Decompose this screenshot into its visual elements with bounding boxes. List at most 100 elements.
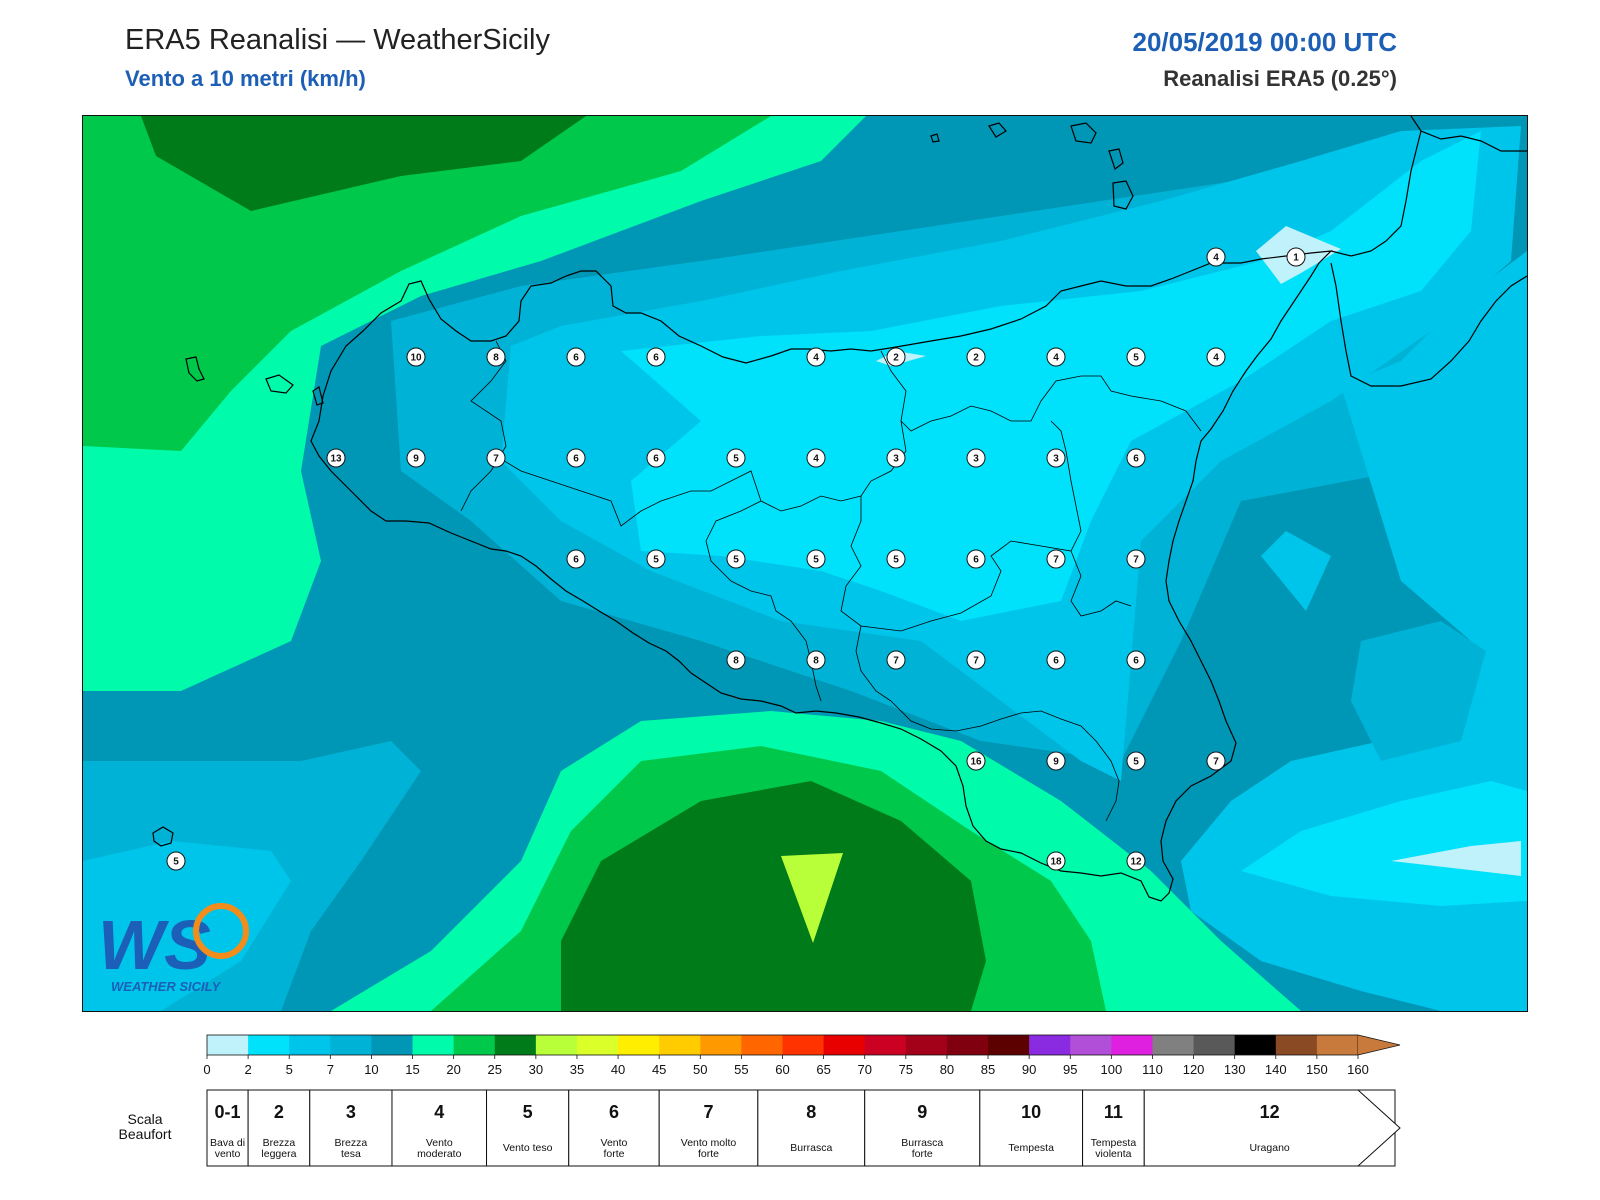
station-value: 8: [813, 656, 819, 667]
station-value: 7: [1053, 555, 1059, 566]
station-value: 2: [973, 353, 979, 364]
station-value: 3: [893, 454, 899, 465]
colorbar-swatch: [659, 1035, 701, 1055]
colorbar-tick-label: 20: [446, 1062, 460, 1077]
station-value: 18: [1050, 857, 1062, 868]
station-marker: 5: [726, 448, 746, 468]
map-subtitle: Vento a 10 metri (km/h): [125, 66, 366, 91]
station-value: 6: [573, 454, 579, 465]
station-marker: 6: [566, 347, 586, 367]
station-value: 5: [733, 454, 739, 465]
colorbar-swatch: [248, 1035, 290, 1055]
station-value: 6: [1133, 454, 1139, 465]
station-marker: 12: [1126, 851, 1146, 871]
beaufort-desc-line1: Vento teso: [503, 1142, 553, 1154]
colorbar-tick-label: 35: [570, 1062, 584, 1077]
colorbar-swatch: [782, 1035, 825, 1055]
beaufort-force: 11: [1104, 1102, 1123, 1122]
beaufort-cell: 10 Tempesta: [979, 1089, 1084, 1167]
beaufort-desc-line2: leggera: [261, 1148, 296, 1160]
colorbar-tick-label: 150: [1306, 1062, 1328, 1077]
station-value: 16: [970, 757, 982, 768]
colorbar-swatch: [330, 1035, 372, 1055]
station-value: 5: [733, 555, 739, 566]
colorbar-ticks: 0 2 5 7 10 15 20 25 30 35 40 45 50 55 60 65 70 75 80 85 90 95…: [203, 1055, 1369, 1077]
colorbar-swatch: [1111, 1035, 1153, 1055]
station-marker: 3: [1046, 448, 1066, 468]
station-value: 3: [1053, 454, 1059, 465]
colorbar-swatch: [1152, 1035, 1195, 1055]
station-marker: 7: [886, 650, 906, 670]
beaufort-desc-line2: violenta: [1095, 1148, 1131, 1160]
beaufort-cell: 12 Uragano: [1143, 1089, 1396, 1167]
station-value: 7: [893, 656, 899, 667]
station-value: 5: [653, 555, 659, 566]
station-marker: 6: [1126, 650, 1146, 670]
colorbar-swatch: [1193, 1035, 1236, 1055]
station-marker: 6: [566, 448, 586, 468]
beaufort-desc-line1: Burrasca: [901, 1137, 943, 1149]
station-value: 4: [1213, 353, 1219, 364]
aeolian-islands: [930, 122, 1134, 210]
beaufort-cell: 8 Burrasca: [757, 1089, 866, 1167]
colorbar-tick-label: 55: [734, 1062, 748, 1077]
station-value: 2: [893, 353, 899, 364]
beaufort-desc-line2: tesa: [341, 1148, 361, 1160]
station-value: 4: [1213, 253, 1219, 264]
colorbar-tick-label: 45: [652, 1062, 666, 1077]
station-value: 4: [813, 353, 819, 364]
egadi-islands: [185, 356, 324, 406]
colorbar-swatch: [741, 1035, 783, 1055]
station-marker: 5: [1126, 751, 1146, 771]
source-label: Reanalisi ERA5 (0.25°): [1163, 66, 1397, 91]
colorbar-swatch: [289, 1035, 331, 1055]
colorbar-tick-label: 25: [488, 1062, 502, 1077]
colorbar-swatch: [371, 1035, 414, 1055]
colorbar-swatch: [1316, 1035, 1359, 1055]
station-marker: 16: [966, 751, 986, 771]
station-marker: 18: [1046, 851, 1066, 871]
station-value: 4: [1053, 353, 1059, 364]
station-value: 5: [813, 555, 819, 566]
colorbar-tick-label: 75: [899, 1062, 913, 1077]
colorbar-swatch: [494, 1035, 537, 1055]
colorbar-tick-label: 90: [1022, 1062, 1036, 1077]
colorbar-swatch: [453, 1035, 496, 1055]
station-value: 13: [330, 454, 342, 465]
beaufort-title-line1: Scala: [127, 1111, 162, 1127]
beaufort-force: 12: [1260, 1102, 1280, 1122]
station-value: 10: [410, 353, 422, 364]
field-south-30-35: [781, 853, 843, 943]
beaufort-force: 3: [346, 1102, 356, 1122]
colorbar-swatch: [946, 1035, 989, 1055]
colorbar-swatch: [905, 1035, 948, 1055]
beaufort-force: 7: [703, 1102, 713, 1122]
station-value: 5: [173, 857, 179, 868]
wind-map: 10 8 6 6 4 2 2 4 5 4 4 1 13 9 7 6 6 5 4 3 3 3 6 6 5 5 5 5 6 7 7 8 8 7 7 6 6 1…: [82, 115, 1528, 1012]
colorbar-swatch: [823, 1035, 866, 1055]
field-sw-5-7: [83, 841, 291, 1011]
colorbar-swatch: [864, 1035, 907, 1055]
station-value: 8: [493, 353, 499, 364]
colorbar-tick-label: 50: [693, 1062, 707, 1077]
colorbar-tick-label: 15: [405, 1062, 419, 1077]
station-value: 1: [1293, 253, 1299, 264]
field-south-25-30: [561, 781, 986, 1011]
colorbar-swatch: [618, 1035, 660, 1055]
station-marker: 2: [886, 347, 906, 367]
beaufort-desc-line2: forte: [603, 1148, 624, 1160]
station-marker: 6: [1126, 448, 1146, 468]
colorbar-tick-label: 2: [244, 1062, 251, 1077]
station-marker: 1: [1286, 247, 1306, 267]
colorbar-swatch: [576, 1035, 619, 1055]
station-marker: 5: [166, 851, 186, 871]
station-value: 5: [1133, 353, 1139, 364]
colorbar-tick-label: 160: [1347, 1062, 1369, 1077]
beaufort-desc-line1: Uragano: [1249, 1142, 1289, 1154]
colorbar-swatch: [1234, 1035, 1277, 1055]
station-value: 7: [493, 454, 499, 465]
colorbar-tick-label: 140: [1265, 1062, 1287, 1077]
datetime-label: 20/05/2019 00:00 UTC: [1132, 27, 1397, 57]
colorbar-swatch: [988, 1035, 1030, 1055]
